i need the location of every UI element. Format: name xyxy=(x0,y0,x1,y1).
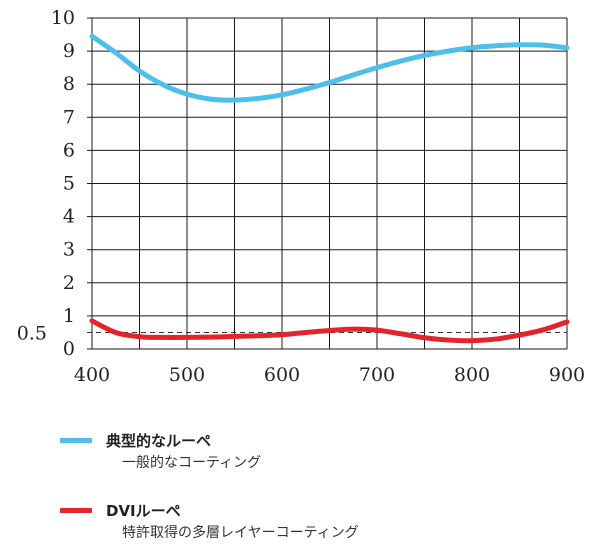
y-tick-label: 2 xyxy=(63,272,75,294)
line-chart: 0 1 2 3 4 5 6 7 8 9 10 0.5 400 500 600 700 800 900 xyxy=(17,7,585,386)
x-tick-label: 900 xyxy=(549,364,585,386)
y-tick-label: 9 xyxy=(63,40,75,62)
y-tick-label: 6 xyxy=(63,139,75,161)
y-tick-label: 0 xyxy=(63,338,75,360)
legend-entry-dvi: DVIルーペ 特許取得の多層レイヤーコーティング xyxy=(60,498,359,544)
legend: 典型的なルーペ 一般的なコーティング DVIルーペ 特許取得の多層レイヤーコーテ… xyxy=(60,428,359,544)
y-tick-label: 1 xyxy=(63,305,75,327)
y-tick-label-extra: 0.5 xyxy=(17,322,47,344)
series-line-typical xyxy=(89,33,570,103)
series-line-dvi xyxy=(89,318,570,344)
legend-entry-typical: 典型的なルーペ 一般的なコーティング xyxy=(60,428,359,474)
grid xyxy=(87,17,568,350)
legend-sublabel-dvi: 特許取得の多層レイヤーコーティング xyxy=(122,525,359,541)
y-tick-label: 7 xyxy=(63,106,75,128)
tick-labels: 0 1 2 3 4 5 6 7 8 9 10 0.5 400 500 600 700 800 900 xyxy=(17,7,585,386)
legend-label-typical: 典型的なルーペ xyxy=(106,431,212,450)
x-tick-label: 400 xyxy=(74,364,110,386)
x-tick-label: 500 xyxy=(169,364,205,386)
x-tick-label: 800 xyxy=(454,364,490,386)
series-group xyxy=(89,33,570,344)
x-tick-label: 700 xyxy=(359,364,395,386)
y-tick-label: 8 xyxy=(63,73,75,95)
y-tick-label: 5 xyxy=(63,173,75,195)
x-tick-label: 600 xyxy=(264,364,300,386)
legend-swatch-typical xyxy=(60,437,92,443)
legend-swatch-dvi xyxy=(60,507,92,513)
y-tick-label: 3 xyxy=(63,239,75,261)
legend-label-dvi: DVIルーペ xyxy=(106,501,181,520)
y-tick-label: 4 xyxy=(63,206,75,228)
legend-sublabel-typical: 一般的なコーティング xyxy=(122,455,262,471)
y-tick-label: 10 xyxy=(51,7,75,29)
